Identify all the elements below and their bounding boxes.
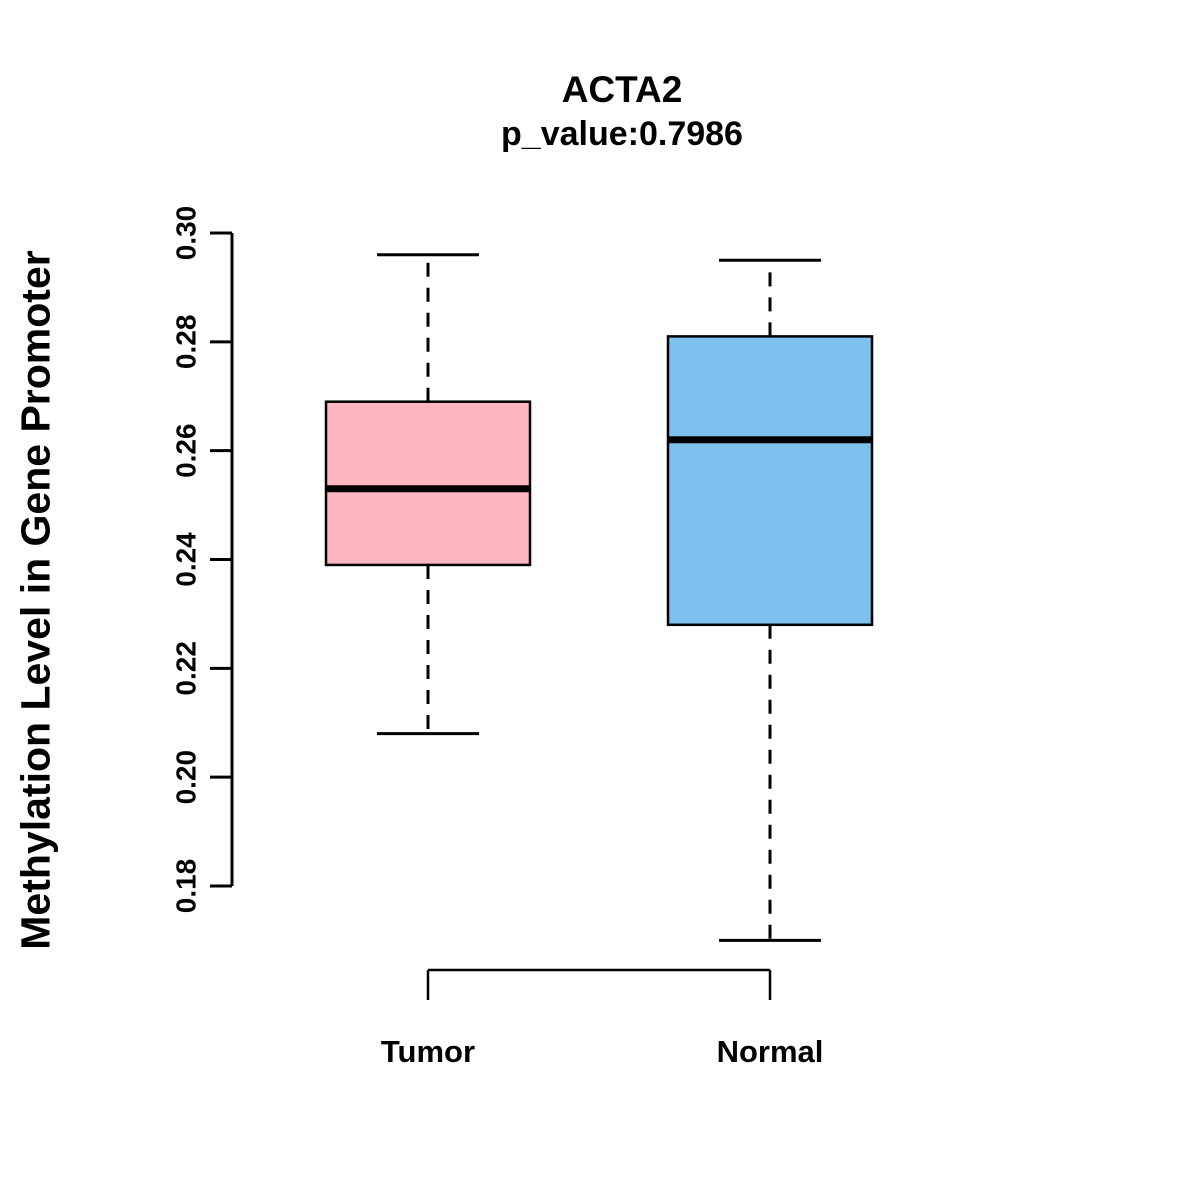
x-tick-label-normal: Normal bbox=[717, 1034, 824, 1069]
y-tick-label: 0.26 bbox=[171, 423, 202, 478]
y-tick-label: 0.30 bbox=[171, 206, 202, 261]
title-block: ACTA2 p_value:0.7986 bbox=[232, 68, 1012, 157]
y-axis-label: Methylation Level in Gene Promoter bbox=[12, 250, 59, 950]
chart-subtitle: p_value:0.7986 bbox=[501, 115, 743, 154]
x-tick-label-tumor: Tumor bbox=[381, 1034, 475, 1069]
y-tick-label: 0.22 bbox=[171, 641, 202, 696]
y-tick-label: 0.18 bbox=[171, 859, 202, 914]
y-tick-label: 0.24 bbox=[171, 532, 202, 587]
box-tumor bbox=[324, 400, 532, 567]
box-normal bbox=[666, 335, 874, 627]
y-tick-label: 0.28 bbox=[171, 315, 202, 370]
chart-title: ACTA2 bbox=[561, 69, 683, 110]
y-tick-label: 0.20 bbox=[171, 750, 202, 805]
